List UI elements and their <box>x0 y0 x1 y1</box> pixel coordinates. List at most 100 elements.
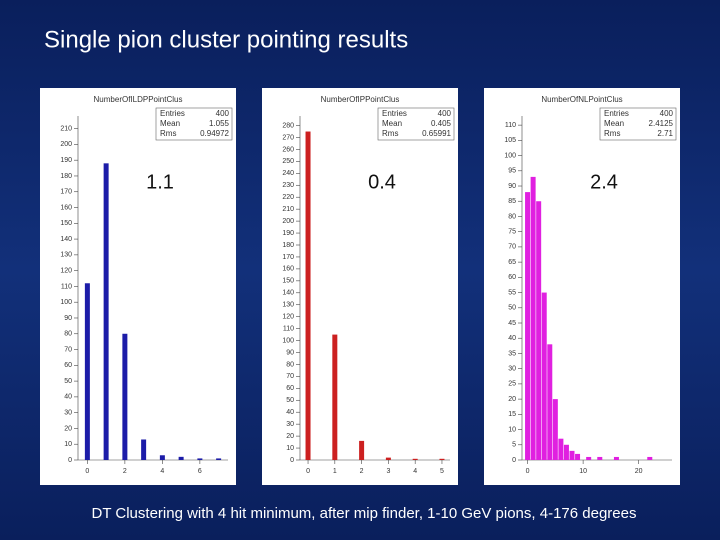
y-tick-label: 260 <box>282 146 294 153</box>
panel-title: NumberOfNLPointClus <box>541 95 622 104</box>
y-tick-label: 75 <box>508 229 516 236</box>
x-tick-label: 6 <box>198 468 202 475</box>
y-tick-label: 120 <box>282 314 294 321</box>
y-tick-label: 200 <box>282 218 294 225</box>
y-tick-label: 140 <box>60 236 72 243</box>
x-tick-label: 5 <box>440 468 444 475</box>
bar <box>647 456 653 460</box>
caption: DT Clustering with 4 hit minimum, after … <box>92 505 637 522</box>
y-tick-label: 100 <box>60 299 72 306</box>
x-tick-label: 0 <box>85 468 89 475</box>
y-tick-label: 10 <box>64 441 72 448</box>
y-tick-label: 100 <box>282 337 294 344</box>
panel <box>484 88 680 485</box>
stats-box <box>599 107 677 141</box>
panel <box>262 88 458 485</box>
y-tick-label: 70 <box>286 373 294 380</box>
bar <box>412 458 418 460</box>
annotation: 2.4 <box>590 171 618 193</box>
y-tick-label: 95 <box>508 168 516 175</box>
x-tick-label: 3 <box>386 468 390 475</box>
annotation: 1.1 <box>146 171 174 193</box>
stats-value: 400 <box>660 109 674 118</box>
x-tick-label: 2 <box>123 468 127 475</box>
stats-label: Rms <box>160 129 176 138</box>
y-tick-label: 80 <box>64 331 72 338</box>
y-tick-label: 90 <box>508 183 516 190</box>
y-tick-label: 50 <box>508 305 516 312</box>
bar <box>159 455 165 460</box>
x-tick-label: 0 <box>526 468 530 475</box>
y-tick-label: 55 <box>508 289 516 296</box>
y-tick-label: 10 <box>286 445 294 452</box>
bar <box>178 456 184 460</box>
x-tick-label: 1 <box>333 468 337 475</box>
stats-label: Entries <box>382 109 407 118</box>
panel <box>40 88 236 485</box>
bar <box>569 450 575 460</box>
bar <box>103 163 109 460</box>
y-tick-label: 15 <box>508 411 516 418</box>
panel-title: NumberOfILDPPointClus <box>94 95 183 104</box>
bar <box>122 333 128 460</box>
y-tick-label: 80 <box>286 361 294 368</box>
stats-value: 1.055 <box>209 119 230 128</box>
y-tick-label: 80 <box>508 213 516 220</box>
y-tick-label: 270 <box>282 134 294 141</box>
y-tick-label: 60 <box>508 274 516 281</box>
y-tick-label: 110 <box>505 122 516 129</box>
y-tick-label: 30 <box>286 421 294 428</box>
y-tick-label: 170 <box>282 254 294 261</box>
stats-value: 0.65991 <box>422 129 451 138</box>
y-tick-label: 25 <box>508 381 516 388</box>
bar <box>613 456 619 460</box>
slide-title: Single pion cluster pointing results <box>44 26 408 53</box>
bar <box>563 444 569 460</box>
bar <box>84 283 90 460</box>
y-tick-label: 210 <box>282 206 294 213</box>
y-tick-label: 60 <box>64 362 72 369</box>
bar <box>525 192 531 460</box>
y-tick-label: 105 <box>504 137 516 144</box>
y-tick-label: 250 <box>282 158 294 165</box>
bar <box>558 438 564 460</box>
y-tick-label: 65 <box>508 259 516 266</box>
stats-value: 400 <box>438 109 452 118</box>
stats-value: 2.71 <box>657 129 673 138</box>
y-tick-label: 190 <box>60 157 72 164</box>
y-tick-label: 40 <box>508 335 516 342</box>
y-tick-label: 5 <box>512 442 516 449</box>
y-tick-label: 40 <box>286 409 294 416</box>
bar <box>547 344 553 460</box>
y-tick-label: 90 <box>286 349 294 356</box>
bar <box>332 334 338 460</box>
x-tick-label: 0 <box>306 468 310 475</box>
stats-value: 0.94972 <box>200 129 229 138</box>
bar <box>597 456 603 460</box>
bar <box>530 176 536 460</box>
y-tick-label: 240 <box>282 170 294 177</box>
stats-label: Mean <box>160 119 180 128</box>
x-tick-label: 4 <box>413 468 417 475</box>
y-tick-label: 85 <box>508 198 516 205</box>
y-tick-label: 220 <box>282 194 294 201</box>
y-tick-label: 40 <box>64 394 72 401</box>
y-tick-label: 180 <box>282 242 294 249</box>
bar <box>541 292 547 460</box>
y-tick-label: 150 <box>60 220 72 227</box>
x-tick-label: 4 <box>160 468 164 475</box>
stats-label: Mean <box>604 119 624 128</box>
bar <box>439 458 445 460</box>
y-tick-label: 150 <box>282 278 294 285</box>
y-tick-label: 160 <box>282 266 294 273</box>
y-tick-label: 180 <box>60 173 72 180</box>
bar <box>586 456 592 460</box>
y-tick-label: 140 <box>282 290 294 297</box>
y-tick-label: 230 <box>282 182 294 189</box>
stats-box <box>377 107 455 141</box>
bar <box>536 201 542 460</box>
stats-value: 2.4125 <box>649 119 674 128</box>
y-tick-label: 35 <box>508 350 516 357</box>
y-tick-label: 30 <box>64 410 72 417</box>
